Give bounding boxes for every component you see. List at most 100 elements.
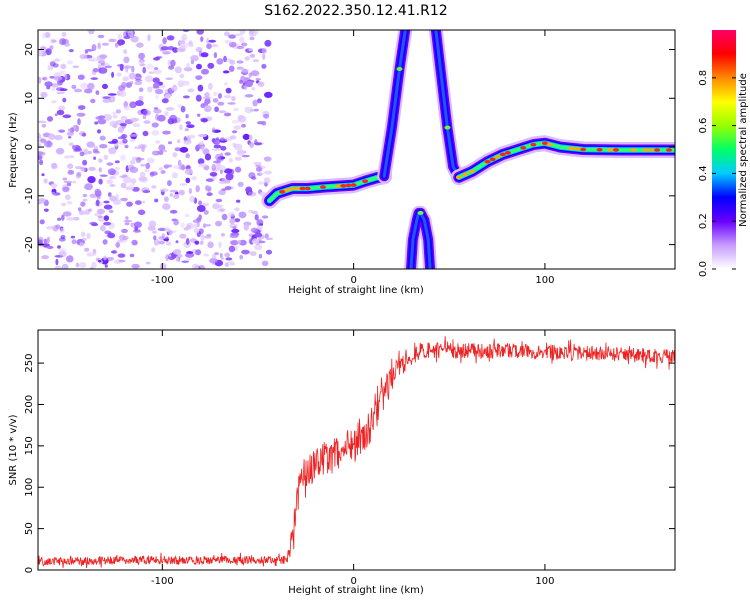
noise-blob — [93, 252, 97, 256]
noise-blob — [185, 177, 191, 184]
noise-blob — [192, 223, 198, 229]
noise-blob — [197, 113, 201, 117]
noise-blob — [78, 210, 86, 216]
noise-blob — [225, 87, 232, 94]
y-tick-label: -10 — [24, 188, 35, 204]
spectrogram-peak — [654, 148, 661, 152]
colorbar-tick-label: 0.4 — [698, 165, 709, 181]
noise-blob — [227, 102, 236, 105]
noise-blob — [138, 176, 148, 182]
noise-blob — [203, 210, 209, 215]
noise-blob — [43, 238, 48, 244]
noise-blob — [201, 68, 209, 75]
noise-blob — [179, 146, 189, 153]
noise-blob — [162, 203, 171, 210]
noise-blob — [242, 133, 250, 140]
noise-blob — [180, 42, 186, 49]
noise-blob — [144, 75, 154, 83]
noise-blob — [38, 49, 43, 57]
noise-blob — [102, 239, 108, 245]
noise-blob — [38, 154, 43, 160]
noise-blob — [179, 124, 183, 131]
noise-blob — [206, 37, 210, 44]
noise-blob — [222, 70, 230, 74]
noise-blob — [101, 42, 110, 46]
noise-blob — [147, 157, 155, 164]
noise-blob — [58, 250, 67, 258]
noise-blob — [229, 158, 233, 163]
noise-blob — [108, 38, 117, 43]
spectrogram-peak — [469, 169, 476, 174]
noise-blob — [229, 223, 238, 229]
x-tick-label: -100 — [151, 576, 174, 587]
noise-blob — [78, 262, 87, 269]
noise-blob — [125, 30, 134, 33]
noise-blob — [67, 169, 75, 175]
noise-blob — [97, 129, 101, 134]
noise-blob — [142, 110, 148, 116]
noise-blob — [181, 260, 189, 263]
noise-blob — [158, 144, 166, 152]
noise-blob — [135, 156, 142, 163]
noise-blob — [228, 34, 236, 39]
noise-blob — [54, 113, 58, 117]
noise-blob — [239, 254, 244, 260]
y-tick-label: 100 — [24, 478, 35, 497]
noise-blob — [124, 144, 129, 149]
noise-blob — [215, 153, 222, 161]
spectrogram-peak — [350, 183, 357, 187]
noise-blob — [98, 178, 103, 185]
noise-blob — [92, 68, 99, 73]
noise-blob — [254, 244, 263, 251]
noise-blob — [219, 169, 223, 174]
noise-blob — [42, 32, 47, 39]
spectrogram-peak — [455, 175, 462, 180]
noise-blob — [200, 240, 204, 245]
noise-blob — [236, 45, 245, 50]
noise-blob — [184, 168, 193, 175]
noise-blob — [121, 81, 127, 89]
noise-blob — [104, 264, 108, 268]
noise-blob — [177, 159, 182, 167]
noise-blob — [230, 240, 239, 246]
noise-blob — [155, 140, 161, 144]
noise-blob — [114, 166, 120, 171]
spectrogram-peak — [299, 186, 306, 191]
noise-blob — [65, 194, 71, 200]
noise-blob — [51, 191, 56, 196]
noise-blob — [135, 100, 144, 107]
noise-blob — [198, 141, 205, 145]
noise-blob — [185, 252, 195, 258]
noise-blob — [79, 151, 85, 157]
noise-blob — [106, 162, 114, 166]
noise-blob — [99, 174, 108, 177]
spectrogram-xlabel: Height of straight line (km) — [288, 285, 424, 296]
spectrogram-traces — [261, 30, 675, 269]
noise-blob — [257, 121, 265, 125]
colorbar-ticks: 0.0 0.2 0.4 0.6 0.8 — [698, 70, 736, 277]
noise-blob — [221, 213, 228, 221]
noise-blob — [103, 200, 110, 204]
noise-blob — [62, 211, 72, 217]
spectrogram-peak — [607, 148, 614, 152]
noise-blob — [59, 38, 66, 46]
noise-blob — [131, 239, 138, 246]
noise-blob — [56, 91, 65, 95]
noise-blob — [38, 236, 44, 243]
noise-blob — [228, 65, 235, 72]
noise-blob — [151, 130, 160, 136]
noise-blob — [248, 48, 253, 52]
noise-blob — [165, 77, 173, 80]
noise-blob — [59, 88, 68, 92]
noise-blob — [45, 226, 55, 230]
noise-blob — [122, 138, 128, 144]
noise-blob — [162, 37, 167, 45]
noise-blob — [263, 177, 271, 184]
noise-blob — [46, 245, 54, 249]
noise-blob — [62, 114, 72, 119]
noise-blob — [44, 32, 51, 38]
noise-blob — [62, 177, 68, 181]
noise-blob — [97, 260, 102, 263]
noise-blob — [211, 163, 217, 171]
noise-blob — [120, 154, 126, 161]
